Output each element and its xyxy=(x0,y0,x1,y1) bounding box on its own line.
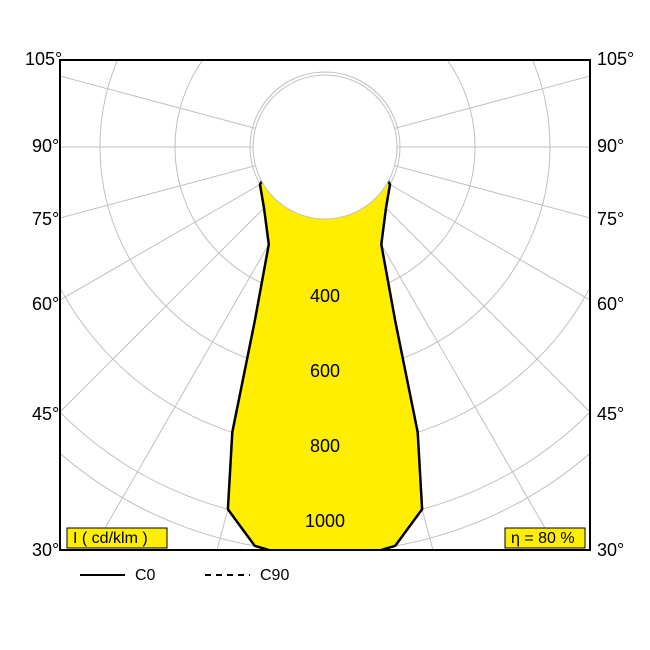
angle-label-left: 45° xyxy=(32,404,59,424)
angle-label-right: 75° xyxy=(597,209,624,229)
radial-label: 400 xyxy=(310,286,340,306)
radial-label: 800 xyxy=(310,436,340,456)
legend-item-label: C90 xyxy=(260,567,289,584)
angle-label-left: 75° xyxy=(32,209,59,229)
angle-label-left: 90° xyxy=(32,136,59,156)
radial-label: 1000 xyxy=(305,511,345,531)
polar-chart-svg: 400 600 800 1000 105° 90° 75° 60° 45° 30° 105° 90° 7… xyxy=(0,0,650,650)
angle-label-left: 30° xyxy=(32,540,59,560)
angle-label-left: 60° xyxy=(32,294,59,314)
angle-label-right: 60° xyxy=(597,294,624,314)
angle-label-right: 30° xyxy=(597,540,624,560)
legend-item-label: C0 xyxy=(135,567,156,584)
unit-label: I ( cd/klm ) xyxy=(73,530,148,547)
polar-chart-container: 400 600 800 1000 105° 90° 75° 60° 45° 30° 105° 90° 7… xyxy=(0,0,650,650)
angle-label-right: 90° xyxy=(597,136,624,156)
angle-label-left: 105° xyxy=(25,49,62,69)
angle-label-right: 105° xyxy=(597,49,634,69)
eta-label: η = 80 % xyxy=(511,530,575,547)
angle-label-right: 45° xyxy=(597,404,624,424)
radial-label: 600 xyxy=(310,361,340,381)
